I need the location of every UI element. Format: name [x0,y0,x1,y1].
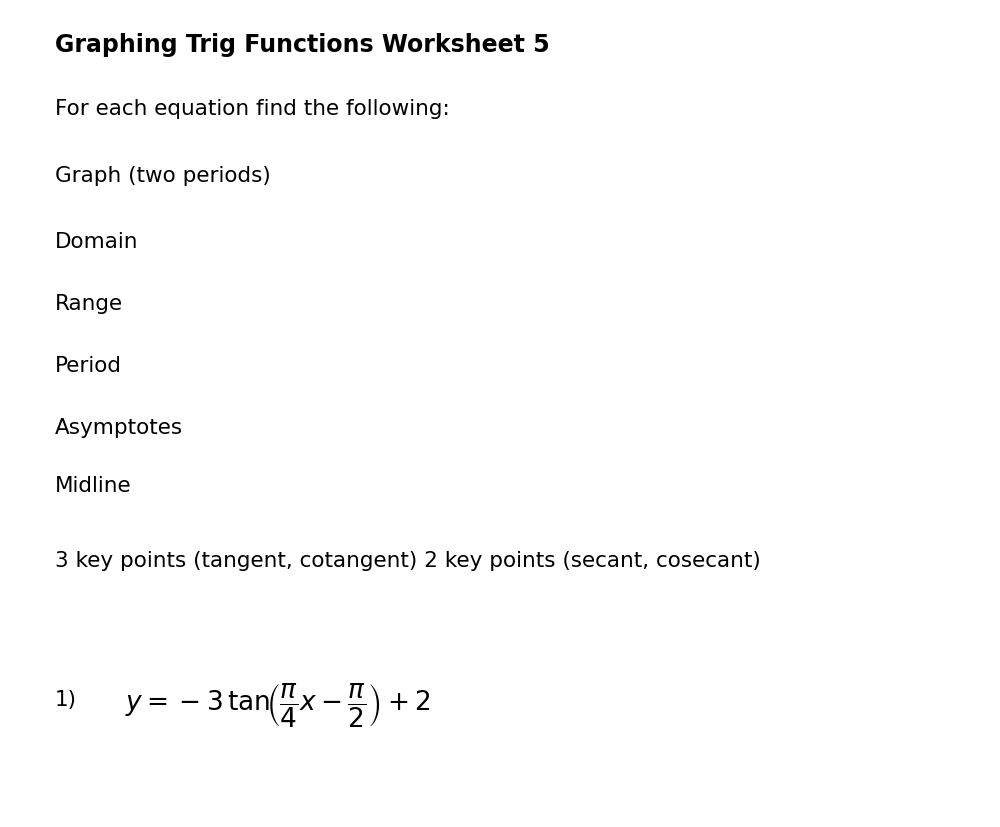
Text: For each equation find the following:: For each equation find the following: [55,99,450,119]
Text: 3 key points (tangent, cotangent) 2 key points (secant, cosecant): 3 key points (tangent, cotangent) 2 key … [55,550,761,570]
Text: Graphing Trig Functions Worksheet 5: Graphing Trig Functions Worksheet 5 [55,33,550,57]
Text: Midline: Midline [55,476,132,495]
Text: Asymptotes: Asymptotes [55,418,183,437]
Text: Range: Range [55,294,123,313]
Text: 1): 1) [55,689,77,709]
Text: Domain: Domain [55,232,138,251]
Text: $y=-3\,\mathrm{tan}\!\left(\dfrac{\pi}{4}x-\dfrac{\pi}{2}\right)+2$: $y=-3\,\mathrm{tan}\!\left(\dfrac{\pi}{4… [125,681,430,729]
Text: Graph (two periods): Graph (two periods) [55,165,271,185]
Text: Period: Period [55,356,122,375]
